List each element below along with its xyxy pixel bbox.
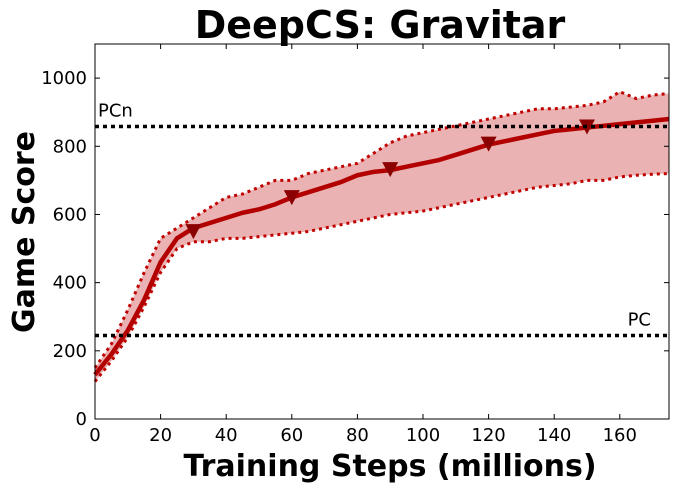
x-axis-label: Training Steps (millions) (183, 449, 596, 484)
reference-label-pc: PC (628, 309, 651, 330)
y-tick-label: 200 (53, 341, 87, 362)
x-tick-label: 140 (537, 425, 571, 446)
marker-2 (382, 162, 399, 178)
y-tick-label: 0 (76, 409, 87, 430)
plot-area: PCn PC 0 20 40 60 80 100 120 140 160 0 200 400 600 800 1… (41, 43, 670, 446)
y-tick-label: 800 (53, 136, 87, 157)
y-tick-label: 1000 (41, 68, 87, 89)
y-tick-label: 600 (53, 204, 87, 225)
plot-frame (94, 43, 670, 420)
x-tick-label: 0 (89, 425, 100, 446)
y-tick-label: 400 (53, 273, 87, 294)
lower-run-line (93, 172, 670, 383)
chart-title: DeepCS: Gravitar (195, 3, 566, 47)
x-tick-label: 40 (215, 425, 238, 446)
reference-label-pcn: PCn (98, 101, 133, 122)
marker-1 (283, 190, 300, 206)
x-tick-label: 80 (346, 425, 369, 446)
x-tick-label: 160 (603, 425, 637, 446)
x-tick-label: 100 (406, 425, 440, 446)
x-tick-label: 60 (280, 425, 303, 446)
marker-0 (185, 224, 202, 240)
y-axis-label: Game Score (7, 131, 42, 333)
marker-3 (480, 136, 497, 152)
x-tick-label: 20 (149, 425, 172, 446)
confidence-band (95, 91, 669, 382)
x-tick-label: 120 (471, 425, 505, 446)
